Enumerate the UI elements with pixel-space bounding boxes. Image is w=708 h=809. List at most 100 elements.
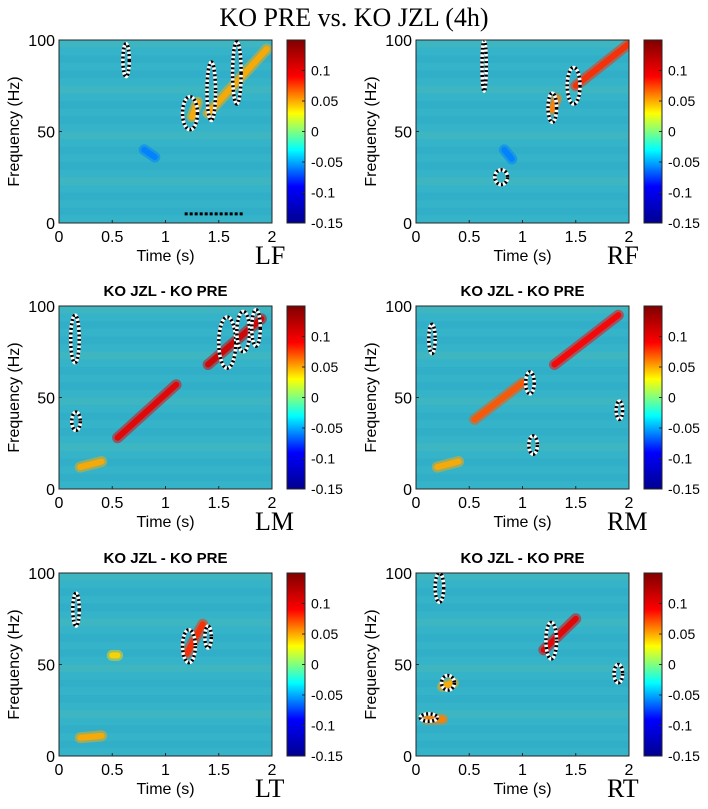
significance-contour <box>121 41 132 79</box>
panel-title: KO JZL - KO PRE <box>461 283 585 300</box>
heatmap-band <box>416 710 629 718</box>
colorbar-tick-label: -0.1 <box>668 718 692 734</box>
x-tick-label: 0 <box>412 762 421 779</box>
significance-contour <box>235 309 252 354</box>
x-tick-label: 2 <box>268 762 277 779</box>
y-tick-label: 100 <box>28 566 55 583</box>
y-tick-label: 0 <box>403 216 412 233</box>
heatmap-band <box>416 367 629 375</box>
y-tick-label: 0 <box>403 749 412 766</box>
heatmap-band <box>416 116 629 124</box>
heatmap-band <box>416 695 629 703</box>
colorbar-tick-label: 0.05 <box>311 359 338 375</box>
x-axis-label: Time (s) <box>493 248 551 265</box>
heatmap-background <box>416 573 629 756</box>
panel-title: KO JZL - KO PRE <box>104 283 228 300</box>
x-tick-label: 1 <box>518 495 527 512</box>
y-tick-label: 50 <box>37 125 55 142</box>
colorbar-tick-label: 0.05 <box>311 626 338 642</box>
significance-contour <box>217 315 238 370</box>
heatmap-band <box>59 458 272 467</box>
colorbar-tick-label: -0.1 <box>311 451 335 467</box>
x-tick-label: 1.5 <box>565 762 587 779</box>
x-tick-label: 2 <box>625 495 634 512</box>
y-tick-label: 50 <box>394 391 412 408</box>
significance-contour <box>180 94 200 132</box>
significance-contour <box>68 313 81 365</box>
panel-lm: 0 0.5 1 1.5 2 0 50 100 Time (s) Frequency (Hz) KO … <box>6 283 343 536</box>
heatmap-band <box>416 397 629 406</box>
significance-contour <box>614 399 625 422</box>
heatmap-band <box>416 70 629 79</box>
x-tick-label: 1.5 <box>208 762 230 779</box>
significance-contour <box>180 627 198 665</box>
x-tick-label: 1.5 <box>565 495 587 512</box>
heatmap-band <box>59 473 272 482</box>
heatmap-band <box>59 725 272 734</box>
significance-contour <box>427 322 437 356</box>
y-tick-label: 50 <box>37 658 55 675</box>
heatmap-band <box>416 573 629 581</box>
colorbar-tick-label: 0.05 <box>668 626 695 642</box>
heatmap-feature <box>551 312 622 368</box>
heatmap-band <box>416 131 629 140</box>
y-axis-label: Frequency (Hz) <box>363 609 380 719</box>
colorbar-tick-label: 0.05 <box>311 93 338 109</box>
y-axis-label: Frequency (Hz) <box>6 609 23 719</box>
heatmap-band <box>416 306 629 314</box>
heatmap-area <box>416 573 629 749</box>
significance-contour <box>523 370 536 396</box>
heatmap-band <box>416 679 629 688</box>
significance-contour <box>439 673 457 692</box>
colorbar-tick-label: -0.05 <box>311 420 343 436</box>
heatmap-band <box>416 473 629 482</box>
heatmap-band <box>59 573 272 581</box>
colorbar-tick-label: 0 <box>311 390 319 406</box>
region-label: LT <box>255 774 284 803</box>
heatmap-feature <box>572 40 629 89</box>
heatmap-band <box>59 710 272 718</box>
heatmap-band <box>59 367 272 375</box>
region-label: LM <box>255 507 294 536</box>
heatmap-feature <box>114 381 180 441</box>
heatmap-band <box>59 740 272 749</box>
heatmap-band <box>59 412 272 421</box>
heatmap-band <box>59 321 272 329</box>
heatmap-area <box>416 306 629 482</box>
y-tick-label: 100 <box>28 33 55 50</box>
colorbar-tick-label: -0.15 <box>311 215 343 231</box>
heatmap-feature <box>434 458 462 471</box>
panel-lf: 0 0.5 1 1.5 2 0 50 100 Time (s) Frequency (Hz) 0.1… <box>6 33 343 270</box>
heatmap-band <box>59 162 272 170</box>
heatmap-background <box>59 573 272 756</box>
heatmap-area <box>59 306 272 482</box>
heatmap-band <box>416 336 629 345</box>
x-tick-label: 2 <box>625 762 634 779</box>
x-tick-label: 2 <box>268 229 277 246</box>
heatmap-band <box>416 664 629 673</box>
significance-contour <box>71 591 81 628</box>
heatmap-band <box>59 177 272 185</box>
x-tick-label: 1 <box>161 495 170 512</box>
panel-rm: 0 0.5 1 1.5 2 0 50 100 Time (s) Frequency (Hz) KO … <box>363 283 700 536</box>
x-tick-label: 1 <box>161 229 170 246</box>
heatmap-background <box>59 40 272 223</box>
heatmap-band <box>59 146 272 155</box>
colorbar-tick-label: -0.1 <box>668 185 692 201</box>
heatmap-feature <box>439 679 457 690</box>
heatmap-band <box>416 443 629 451</box>
significance-contour <box>493 168 510 187</box>
heatmap-band <box>416 412 629 421</box>
heatmap-band <box>416 85 629 94</box>
x-tick-label: 0.5 <box>458 495 480 512</box>
region-label: RF <box>607 241 639 270</box>
colorbar-tick-label: 0 <box>668 390 676 406</box>
x-tick-label: 0.5 <box>101 495 123 512</box>
x-tick-label: 2 <box>625 229 634 246</box>
significance-contour <box>250 307 263 349</box>
x-axis-label: Time (s) <box>136 248 194 265</box>
panel-title: KO JZL - KO PRE <box>104 550 228 567</box>
significance-contour <box>418 712 440 723</box>
significance-contour <box>546 91 559 125</box>
x-axis-label: Time (s) <box>493 781 551 798</box>
